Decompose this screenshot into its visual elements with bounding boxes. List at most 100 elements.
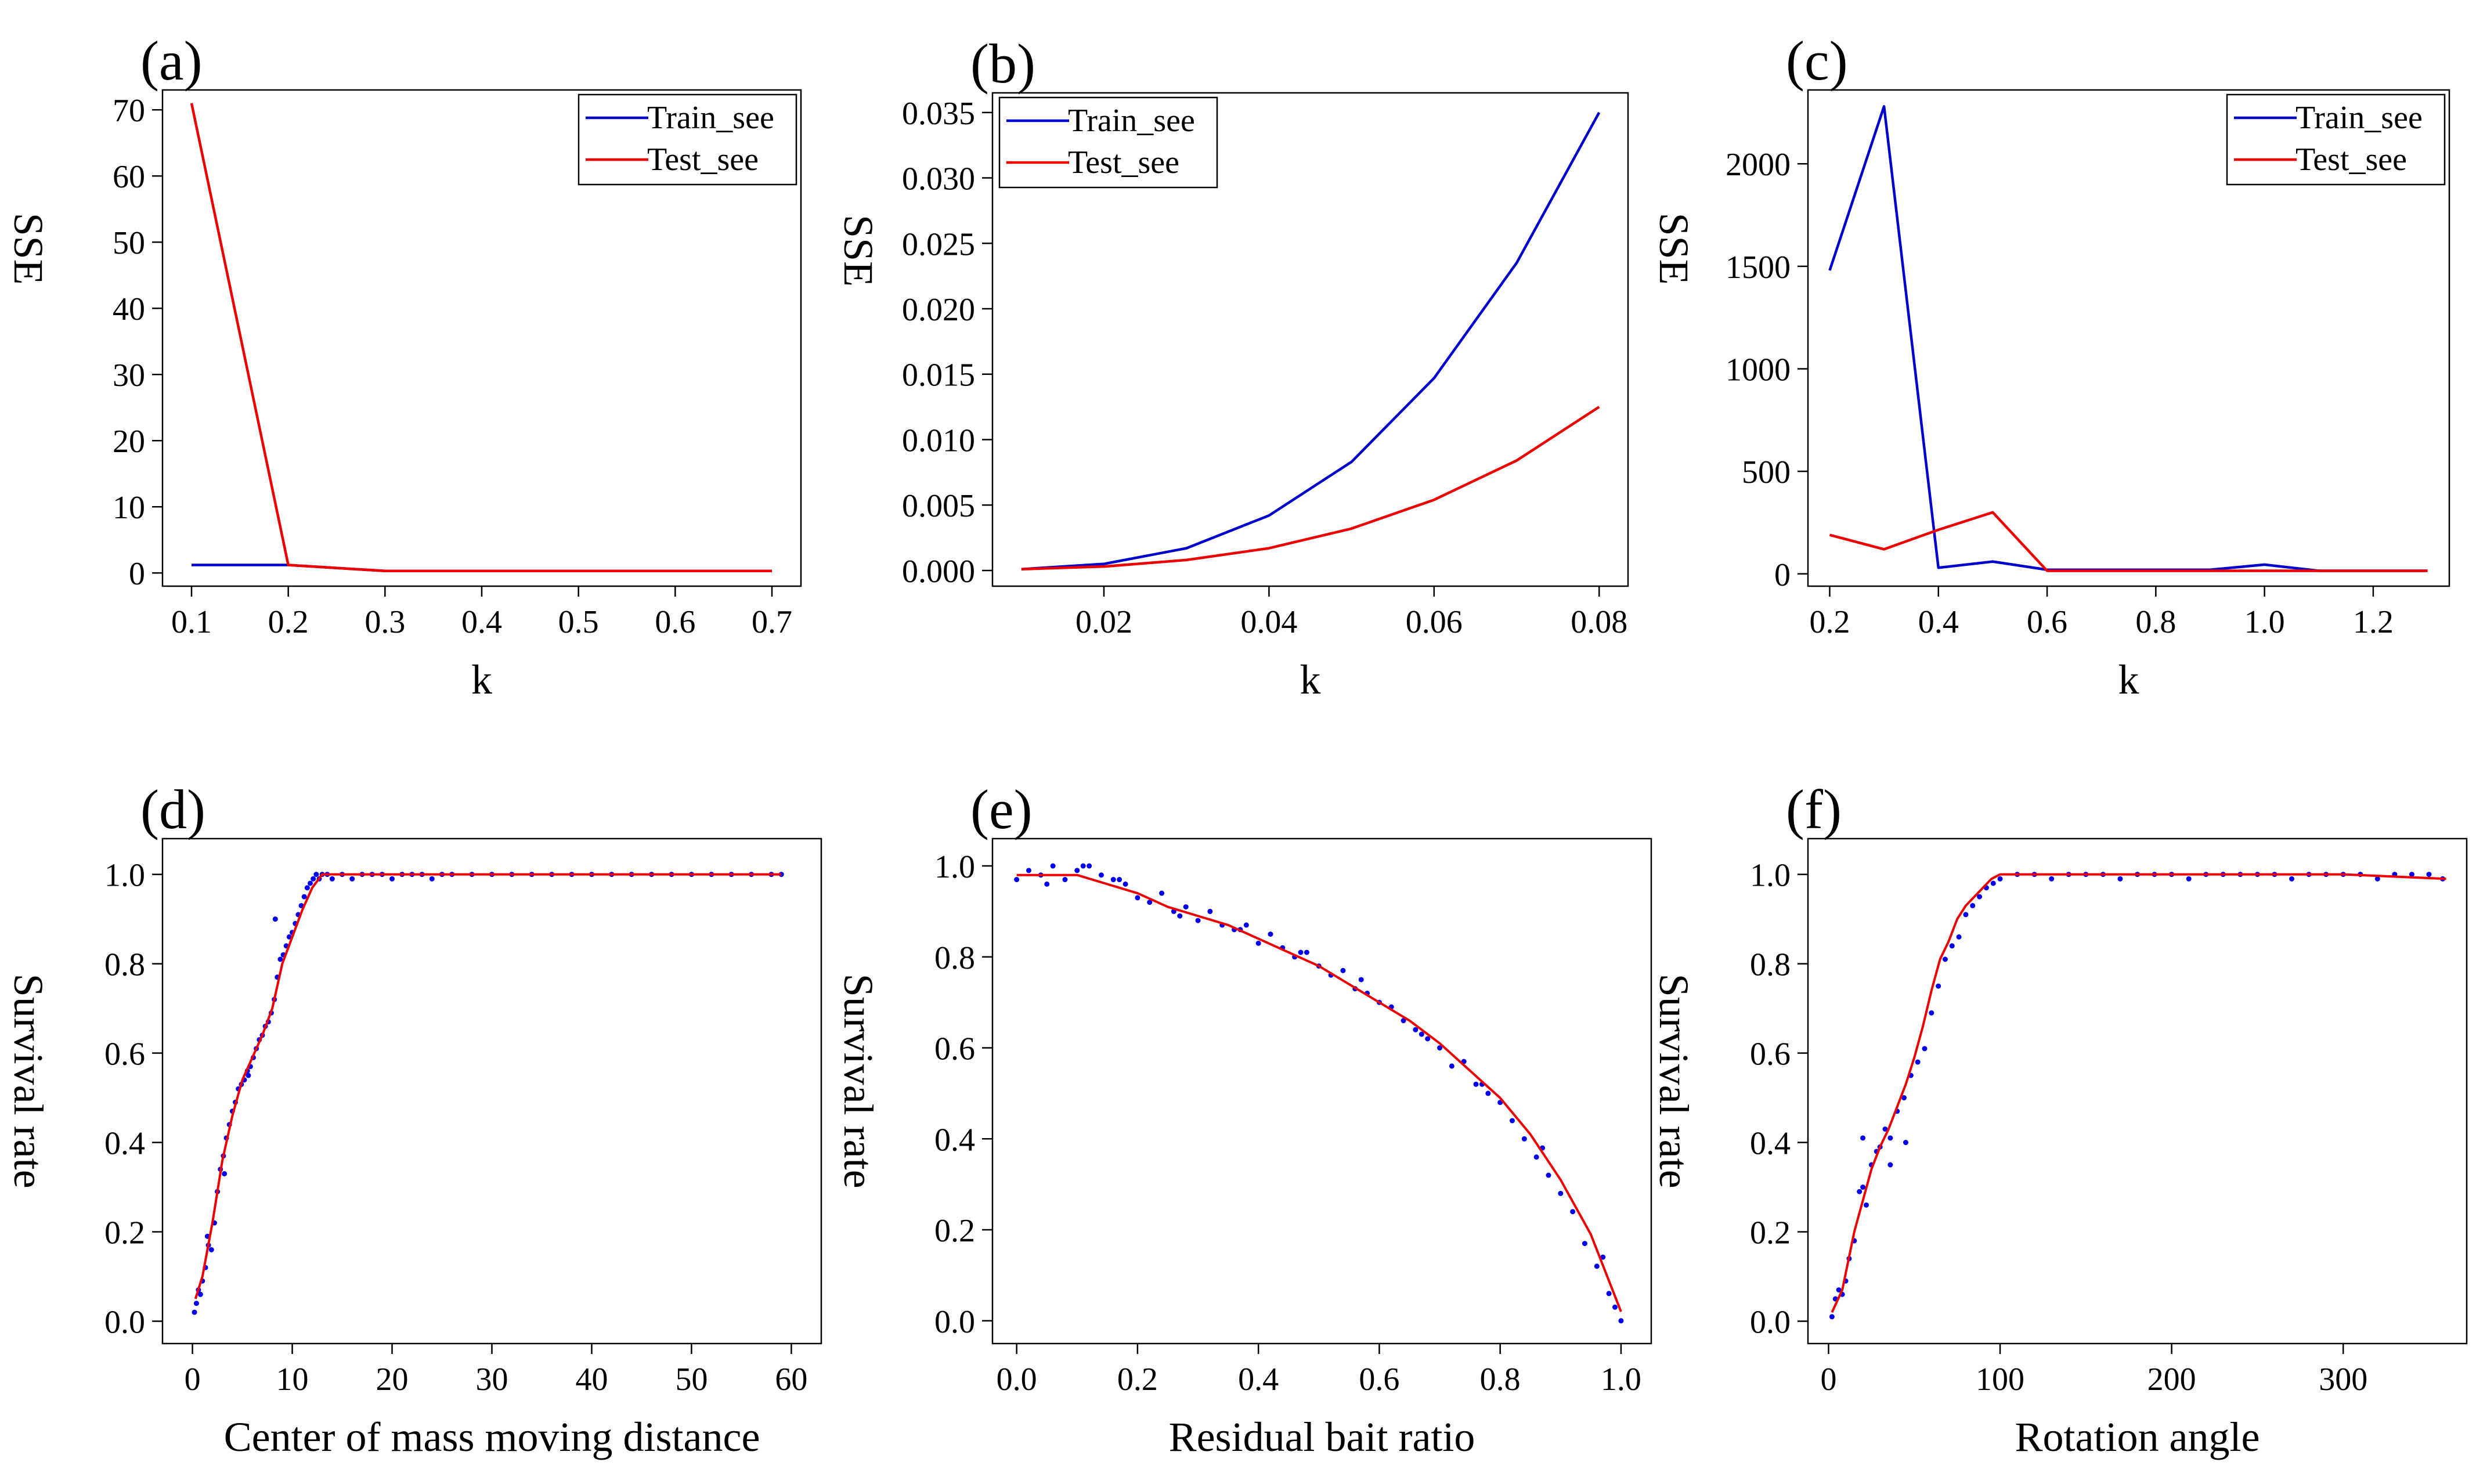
x-tick-label: 200 bbox=[2147, 1362, 2196, 1398]
data-point bbox=[311, 876, 316, 882]
y-tick-label: 0.015 bbox=[902, 358, 975, 393]
x-tick-label: 0.7 bbox=[752, 604, 792, 640]
data-point bbox=[1977, 894, 1983, 900]
y-tick-label: 70 bbox=[113, 93, 145, 129]
data-point bbox=[1521, 1136, 1527, 1142]
x-tick-label: 0.1 bbox=[171, 604, 212, 640]
data-point bbox=[1570, 1209, 1576, 1215]
x-tick-label: 100 bbox=[1976, 1362, 2024, 1398]
y-axis-label: Survival rate bbox=[5, 974, 52, 1189]
y-tick-label: 0.8 bbox=[104, 947, 145, 983]
data-point bbox=[197, 1291, 203, 1297]
y-tick-label: 0.0 bbox=[1750, 1305, 1791, 1341]
data-point bbox=[2426, 872, 2432, 878]
legend: Train_see Test_see bbox=[578, 93, 797, 186]
x-axis-label: k bbox=[1300, 656, 1321, 703]
y-tick-label: 0.0 bbox=[934, 1304, 975, 1340]
x-tick-label: 0.8 bbox=[2135, 604, 2176, 640]
data-point bbox=[329, 876, 335, 882]
data-point bbox=[1255, 940, 1261, 946]
data-point bbox=[1582, 1241, 1587, 1247]
legend-label: Train_see bbox=[647, 100, 774, 136]
y-tick-label: 1500 bbox=[1726, 250, 1791, 286]
data-point bbox=[2186, 876, 2192, 882]
data-point bbox=[1929, 1010, 1934, 1016]
data-point bbox=[1546, 1172, 1551, 1178]
y-tick-label: 0 bbox=[1774, 557, 1791, 593]
y-tick-label: 20 bbox=[113, 424, 145, 460]
series-line-test-see bbox=[1021, 406, 1600, 571]
data-point bbox=[1110, 877, 1116, 883]
data-point bbox=[1942, 956, 1948, 962]
y-tick-label: 0.010 bbox=[902, 423, 975, 458]
data-point bbox=[1956, 934, 1962, 940]
plot-frame bbox=[1807, 89, 2450, 587]
data-point bbox=[429, 876, 435, 882]
y-tick-label: 50 bbox=[113, 225, 145, 261]
data-point bbox=[349, 876, 355, 882]
data-point bbox=[1963, 912, 1969, 918]
x-tick-label: 300 bbox=[2319, 1362, 2367, 1398]
y-tick-label: 0.4 bbox=[934, 1122, 975, 1158]
y-tick-label: 1.0 bbox=[1750, 858, 1791, 894]
chart-panel-b: (b) 0.02 0.04 0.06 0.08 0.000 0.005 0.010 0.015 0… bbox=[835, 33, 1629, 703]
y-axis-label: Survival rate bbox=[1651, 974, 1697, 1189]
y-tick-label: 0.4 bbox=[1750, 1126, 1791, 1162]
data-point bbox=[304, 885, 310, 891]
y-tick-label: 0.6 bbox=[1750, 1037, 1791, 1073]
data-point bbox=[1990, 880, 1996, 886]
plot-frame bbox=[991, 837, 1652, 1345]
x-tick-label: 0.04 bbox=[1240, 604, 1297, 640]
series-line-test-see bbox=[190, 103, 772, 573]
y-tick-label: 30 bbox=[113, 358, 145, 393]
x-tick-label: 0.4 bbox=[461, 604, 502, 640]
x-tick-label: 20 bbox=[376, 1362, 409, 1398]
y-tick-label: 0 bbox=[129, 556, 145, 592]
data-point bbox=[1558, 1190, 1564, 1196]
data-point bbox=[1358, 977, 1364, 983]
y-tick-label: 60 bbox=[113, 159, 145, 195]
panel-letter: (b) bbox=[970, 33, 1035, 95]
chart-panel-c: (c) 0.2 0.4 0.6 0.8 1.0 1.2 0 500 1000 1500 2000 k SS… bbox=[1651, 30, 2450, 703]
data-point bbox=[1304, 949, 1309, 955]
data-point bbox=[1425, 1036, 1431, 1042]
chart-panel-a: (a) 0.1 0.2 0.3 0.4 0.5 0.6 0.7 0 10 20 30 40 50 60 70 k… bbox=[5, 30, 802, 703]
y-tick-label: 0.005 bbox=[902, 488, 975, 524]
panel-letter: (c) bbox=[1786, 30, 1848, 92]
plot-frame bbox=[991, 92, 1629, 587]
data-point bbox=[1135, 895, 1140, 901]
data-point bbox=[2289, 876, 2295, 882]
x-tick-label: 0.5 bbox=[558, 604, 599, 640]
x-tick-label: 0.4 bbox=[1918, 604, 1959, 640]
y-tick-label: 0.8 bbox=[1750, 947, 1791, 983]
data-point bbox=[1970, 902, 1976, 908]
data-point bbox=[1195, 918, 1201, 923]
x-tick-label: 0.02 bbox=[1075, 604, 1132, 640]
panel-letter: (f) bbox=[1786, 778, 1842, 840]
data-point bbox=[1207, 908, 1213, 914]
data-point bbox=[1268, 931, 1273, 937]
y-tick-label: 0.6 bbox=[934, 1031, 975, 1067]
x-tick-label: 1.2 bbox=[2353, 604, 2394, 640]
y-axis-label: SSE bbox=[835, 215, 882, 287]
data-point bbox=[1887, 1162, 1893, 1168]
y-tick-label: 0.025 bbox=[902, 226, 975, 262]
x-tick-label: 0.4 bbox=[1238, 1362, 1279, 1398]
y-tick-label: 1.0 bbox=[104, 858, 145, 894]
data-point bbox=[277, 956, 283, 962]
x-tick-label: 0.2 bbox=[268, 604, 309, 640]
data-point bbox=[1887, 1135, 1893, 1141]
x-tick-label: 1.0 bbox=[1601, 1362, 1641, 1398]
data-point bbox=[1298, 949, 1304, 955]
y-axis-label: Survival rate bbox=[835, 974, 882, 1189]
y-tick-label: 1.0 bbox=[934, 849, 975, 885]
data-point bbox=[2117, 876, 2123, 882]
data-point bbox=[1618, 1318, 1624, 1324]
legend-label: Test_see bbox=[2295, 142, 2407, 178]
data-point bbox=[1901, 1095, 1907, 1101]
fit-curve bbox=[1016, 873, 1622, 1312]
data-point bbox=[1936, 983, 1941, 989]
chart-panel-e: (e) 0.0 0.2 0.4 0.6 0.8 1.0 0.0 0.2 0.4 0.6 0.8 1.0 R… bbox=[835, 778, 1652, 1460]
x-axis-label: k bbox=[471, 656, 492, 703]
